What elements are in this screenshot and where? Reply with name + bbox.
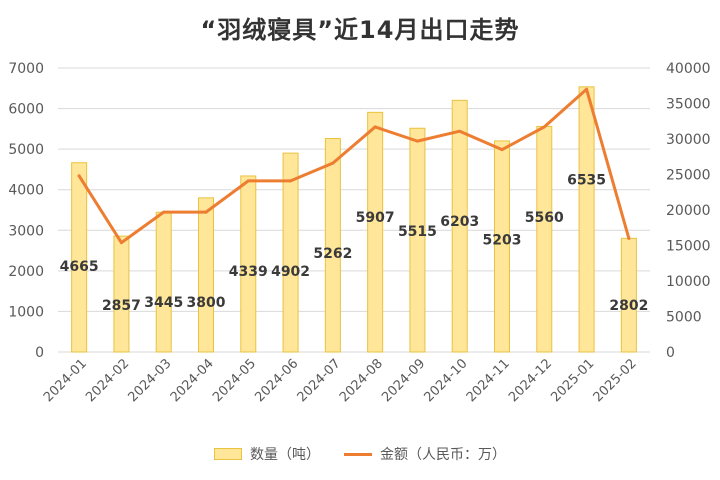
y-right-tick-label: 0 <box>666 345 675 361</box>
line-series-path <box>77 87 631 245</box>
legend-item-amount[interactable]: 金额（人民币：万） <box>344 444 506 464</box>
y-left-tick-label: 7000 <box>8 61 44 77</box>
legend-label-amount: 金额（人民币：万） <box>380 447 506 463</box>
y-right-tick-label: 25000 <box>666 168 711 184</box>
x-tick-label: 2024-10 <box>422 356 471 405</box>
legend-label-quantity: 数量（吨） <box>250 447 320 463</box>
bar-data-label: 6203 <box>440 214 479 230</box>
bar <box>451 99 468 353</box>
y-left-tick-label: 5000 <box>8 142 44 158</box>
line-point <box>204 210 208 214</box>
x-tick-label: 2024-12 <box>506 356 555 405</box>
line-point <box>627 236 631 240</box>
bar-data-label: 5560 <box>525 210 564 226</box>
bar <box>578 86 595 353</box>
bar-data-label: 2857 <box>102 298 141 314</box>
line-point <box>77 174 81 178</box>
bar <box>198 197 214 353</box>
x-tick-label: 2024-03 <box>126 356 175 405</box>
y-left-tick-label: 3000 <box>8 223 44 239</box>
line-point <box>542 125 546 129</box>
bar-data-label: 5907 <box>356 210 395 226</box>
left-axis: 0 1000 2000 3000 4000 5000 6000 7000 <box>8 61 44 361</box>
y-left-tick-label: 1000 <box>8 304 44 320</box>
x-tick-label: 2024-06 <box>252 356 301 405</box>
legend: 数量（吨） 金额（人民币：万） <box>0 444 720 464</box>
y-right-tick-label: 30000 <box>666 132 711 148</box>
y-left-tick-label: 6000 <box>8 102 44 118</box>
x-tick-label: 2024-01 <box>41 356 90 405</box>
x-tick-label: 2024-09 <box>379 356 428 405</box>
bar-data-label: 5515 <box>398 224 437 240</box>
x-tick-label: 2024-02 <box>83 356 132 405</box>
bar-data-label: 3800 <box>187 295 226 311</box>
x-tick-label: 2024-08 <box>337 356 386 405</box>
y-right-tick-label: 40000 <box>666 61 711 77</box>
legend-item-quantity[interactable]: 数量（吨） <box>214 444 320 464</box>
bar-data-label: 6535 <box>567 172 606 188</box>
line-point <box>119 241 123 245</box>
bar-data-label: 4902 <box>271 264 310 280</box>
bar <box>282 152 299 353</box>
line-point <box>162 210 166 214</box>
bar <box>240 175 257 353</box>
bar <box>367 111 384 353</box>
chart-title: “羽绒寝具”近14月出口走势 <box>200 16 520 44</box>
bar <box>113 235 130 353</box>
line-series <box>77 87 631 245</box>
bar <box>409 127 426 353</box>
line-point <box>500 148 504 152</box>
bar <box>620 237 637 353</box>
y-left-tick-label: 4000 <box>8 183 44 199</box>
x-tick-label: 2025-02 <box>591 356 640 405</box>
y-right-tick-label: 15000 <box>666 239 711 255</box>
bar-data-label: 3445 <box>144 295 183 311</box>
legend-swatch-line <box>344 452 372 456</box>
line-point <box>585 87 589 91</box>
bar-data-label: 5262 <box>313 246 352 262</box>
bar <box>324 138 341 353</box>
bar <box>494 140 510 353</box>
x-tick-label: 2024-11 <box>464 356 513 405</box>
bar <box>71 162 88 353</box>
y-right-tick-label: 10000 <box>666 274 711 290</box>
bar-data-label: 5203 <box>483 233 522 249</box>
line-point <box>415 139 419 143</box>
bar <box>155 211 172 353</box>
legend-swatch-bar <box>214 448 242 460</box>
y-right-tick-label: 5000 <box>666 310 702 326</box>
y-right-tick-label: 35000 <box>666 97 711 113</box>
line-point <box>246 179 250 183</box>
line-point <box>458 129 462 133</box>
y-left-tick-label: 0 <box>35 345 44 361</box>
x-tick-label: 2025-01 <box>548 356 597 405</box>
bar-data-label: 4665 <box>60 259 99 275</box>
x-tick-label: 2024-05 <box>210 356 259 405</box>
x-tick-label: 2024-07 <box>295 356 344 405</box>
line-point <box>373 125 377 129</box>
line-point <box>289 179 293 183</box>
x-axis: 2024-012024-022024-032024-042024-052024-… <box>41 356 640 405</box>
bar-series <box>71 86 637 353</box>
bar <box>536 125 553 353</box>
right-axis: 0 5000 10000 15000 20000 25000 30000 35000 40000 <box>666 61 711 361</box>
line-point <box>331 161 335 165</box>
x-tick-label: 2024-04 <box>168 356 217 405</box>
bar-data-label: 4339 <box>229 264 268 280</box>
bar-data-label: 2802 <box>609 298 648 314</box>
y-right-tick-label: 20000 <box>666 203 711 219</box>
y-left-tick-label: 2000 <box>8 264 44 280</box>
